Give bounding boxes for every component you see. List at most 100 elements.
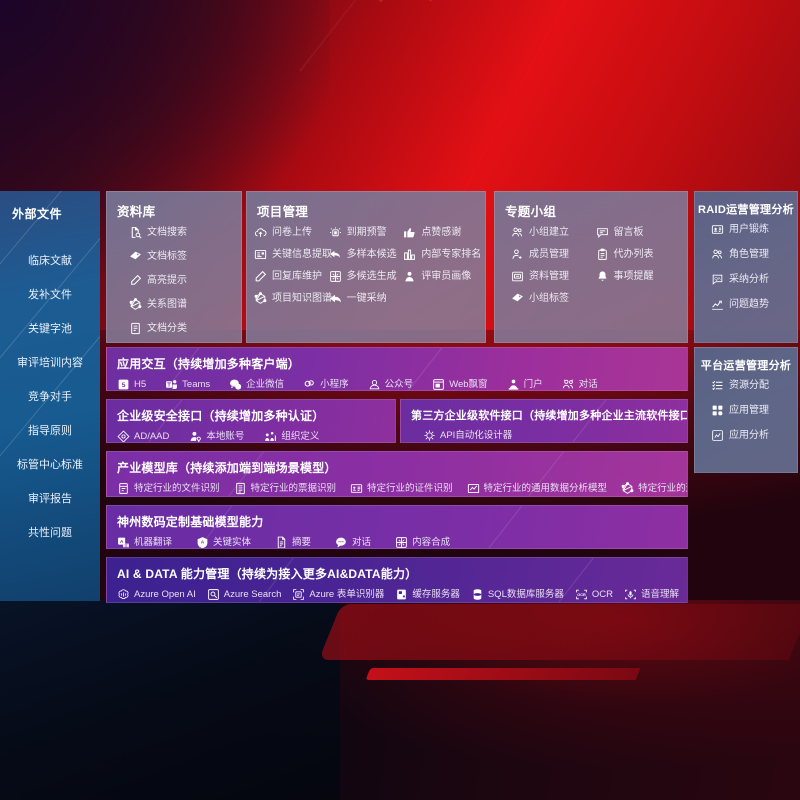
card-project-management: 项目管理 问卷上传 到期预警 点赞感谢 关键信息提取 多样本候选 xyxy=(246,191,486,343)
band-base-models-title: 神州数码定制基础模型能力 xyxy=(117,515,264,529)
item-id-recognition[interactable]: 特定行业的证件识别 xyxy=(350,482,453,495)
extract-card-icon xyxy=(254,248,267,261)
item-api-designer[interactable]: API自动化设计器 xyxy=(423,429,512,442)
band-security-items: AD/AAD 本地账号 组织定义 xyxy=(107,424,395,442)
item-multi-candidate-generate[interactable]: 多候选生成 xyxy=(329,270,404,283)
item-todo-list[interactable]: 代办列表 xyxy=(596,248,681,261)
sidebar-item-review-training[interactable]: 审评培训内容 xyxy=(17,357,83,369)
item-sql-database-server[interactable]: SQL数据库服务器 xyxy=(471,588,564,601)
sidebar-item-standards-center[interactable]: 标管中心标准 xyxy=(17,459,83,471)
mini-program-icon xyxy=(303,378,316,390)
item-message-board[interactable]: 留言板 xyxy=(596,226,681,239)
item-content-synthesis[interactable]: 内容合成 xyxy=(395,536,451,548)
people-icon xyxy=(711,248,724,261)
item-label: 回复库维护 xyxy=(272,270,322,282)
item-label: 本地账号 xyxy=(206,430,245,442)
item-receipt-recognition[interactable]: 特定行业的票据识别 xyxy=(234,482,336,495)
item-document-search[interactable]: 文档搜索 xyxy=(129,226,234,239)
sidebar-item-supplement-docs[interactable]: 发补文件 xyxy=(28,289,72,301)
person-key-icon xyxy=(189,430,202,442)
item-label: AD/AAD xyxy=(134,430,170,442)
item-highlight-hint[interactable]: 高亮提示 xyxy=(129,274,234,287)
item-azure-open-ai[interactable]: Azure Open AI xyxy=(117,588,196,601)
item-one-click-adopt[interactable]: 一键采纳 xyxy=(329,292,404,305)
band-industry-models-title: 产业模型库（持续添加端到端场景模型） xyxy=(117,461,337,475)
item-speech-understanding[interactable]: 语音理解 xyxy=(624,588,679,601)
item-application-analysis[interactable]: 应用分析 xyxy=(711,429,790,442)
item-org-definition[interactable]: 组织定义 xyxy=(264,430,319,442)
item-data-analysis-model[interactable]: 特定行业的通用数据分析模型 xyxy=(467,482,607,495)
item-dialog[interactable]: 对话 xyxy=(562,378,598,390)
group-add-icon xyxy=(511,226,524,239)
item-issue-trend[interactable]: 问题趋势 xyxy=(711,298,790,311)
item-label: 门户 xyxy=(523,378,543,390)
trend-chart-icon xyxy=(711,298,724,311)
item-ocr[interactable]: OCR OCR xyxy=(575,588,613,601)
sidebar-item-review-report[interactable]: 审评报告 xyxy=(28,493,72,505)
item-label: 代办列表 xyxy=(613,248,654,260)
item-wechat-work[interactable]: 企业微信 xyxy=(229,378,284,390)
item-label: 关系图谱 xyxy=(147,298,187,310)
item-role-management[interactable]: 角色管理 xyxy=(711,248,790,261)
sidebar-item-common-issues[interactable]: 共性问题 xyxy=(28,527,72,539)
item-azure-search[interactable]: Azure Search xyxy=(207,588,281,601)
item-teams[interactable]: Teams xyxy=(165,378,211,390)
content-synth-icon xyxy=(395,536,408,548)
item-document-classify[interactable]: 文档分类 xyxy=(129,322,234,335)
item-internal-expert-rank[interactable]: 内部专家排名 xyxy=(403,248,481,261)
item-cache-server[interactable]: 缓存服务器 xyxy=(395,588,460,601)
item-label: 用户锻炼 xyxy=(729,223,769,235)
item-official-account[interactable]: 公众号 xyxy=(368,378,413,390)
item-event-reminder[interactable]: 事项提醒 xyxy=(596,270,681,283)
item-label: 到期预警 xyxy=(346,226,387,238)
document-search-icon xyxy=(129,226,142,239)
item-due-alert[interactable]: 到期预警 xyxy=(329,226,404,239)
sidebar-item-clinical-literature[interactable]: 临床文献 xyxy=(28,255,72,267)
item-thumbs-up-thanks[interactable]: 点赞感谢 xyxy=(403,226,478,239)
item-multi-sample-candidates[interactable]: 多样本候选 xyxy=(329,248,404,261)
item-questionnaire-upload[interactable]: 问卷上传 xyxy=(254,226,329,239)
item-group-tag[interactable]: 小组标签 xyxy=(511,292,596,305)
item-application-management[interactable]: 应用管理 xyxy=(711,404,790,417)
item-user-training[interactable]: 用户锻炼 xyxy=(711,223,790,236)
item-chat[interactable]: 对话 xyxy=(335,536,371,548)
item-label: 点赞感谢 xyxy=(421,226,462,238)
item-h5[interactable]: 5 H5 xyxy=(117,378,146,390)
wechat-work-icon xyxy=(229,378,242,390)
item-file-recognition[interactable]: 特定行业的文件识别 xyxy=(117,482,220,495)
item-label: 内容合成 xyxy=(412,536,451,548)
clipboard-list-icon xyxy=(596,248,609,261)
item-label: 文档分类 xyxy=(147,322,187,334)
item-portal[interactable]: 门户 xyxy=(507,378,543,390)
item-reviewer-portrait[interactable]: 评审员画像 xyxy=(403,270,478,283)
background-bottom-left xyxy=(0,600,340,800)
sidebar-item-guidelines[interactable]: 指导原则 xyxy=(28,425,72,437)
item-summary[interactable]: 摘要 xyxy=(275,536,311,548)
sidebar-item-competitors[interactable]: 竞争对手 xyxy=(28,391,72,403)
item-label: Teams xyxy=(182,378,211,390)
sidebar-item-keyword-pool[interactable]: 关键字池 xyxy=(28,323,72,335)
item-label: 特定行业的文件识别 xyxy=(134,482,220,494)
item-key-info-extract[interactable]: 关键信息提取 xyxy=(254,248,332,261)
item-member-management[interactable]: 成员管理 xyxy=(511,248,596,261)
item-label: 对话 xyxy=(578,378,598,390)
item-resource-allocation[interactable]: 资源分配 xyxy=(711,379,790,392)
item-local-account[interactable]: 本地账号 xyxy=(189,430,245,442)
tag-icon xyxy=(511,292,524,305)
item-azure-form-recognizer[interactable]: Azure 表单识别器 xyxy=(292,588,384,601)
item-web-popup[interactable]: Web飘窗 xyxy=(432,378,488,390)
item-knowledge-graph-model[interactable]: 特定行业的通用知识图谱模型 xyxy=(621,482,687,495)
item-reply-library-maintain[interactable]: 回复库维护 xyxy=(254,270,329,283)
item-material-management[interactable]: 资料管理 xyxy=(511,270,596,283)
portal-icon xyxy=(507,378,520,390)
item-adoption-analysis[interactable]: QA 采纳分析 xyxy=(711,273,790,286)
item-key-entity[interactable]: A 关键实体 xyxy=(196,536,251,548)
item-project-knowledge-graph[interactable]: 项目知识图谱 xyxy=(254,292,332,305)
item-document-tag[interactable]: 文档标签 xyxy=(129,250,234,263)
item-mini-program[interactable]: 小程序 xyxy=(303,378,349,390)
band-ai-data: AI & DATA 能力管理（持续为接入更多AI&DATA能力） Azure O… xyxy=(106,557,688,603)
item-ad-aad[interactable]: AD/AAD xyxy=(117,430,170,442)
item-group-create[interactable]: 小组建立 xyxy=(511,226,596,239)
item-relation-graph[interactable]: 关系图谱 xyxy=(129,298,234,311)
